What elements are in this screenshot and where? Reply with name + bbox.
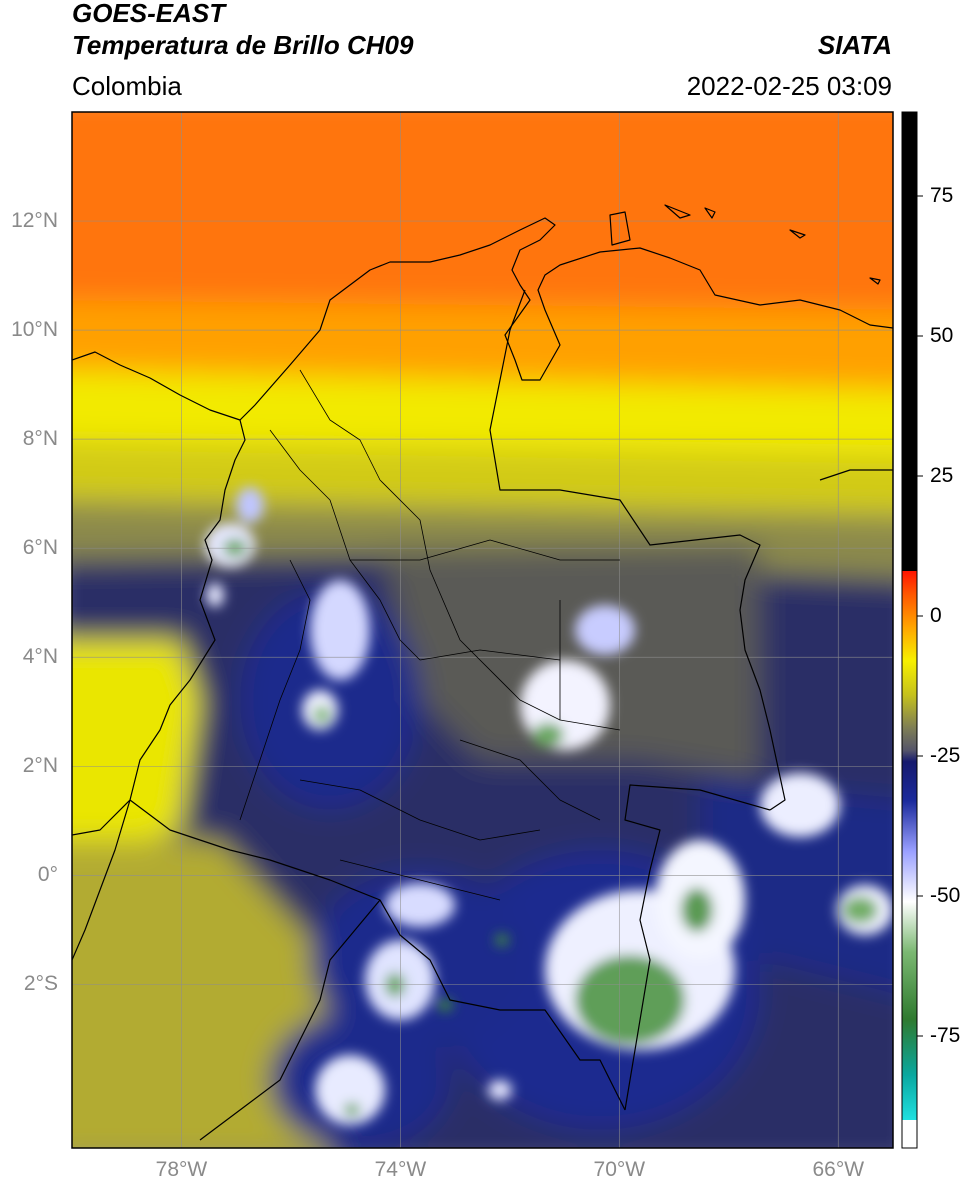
lon-label-1: 74°W	[374, 1158, 427, 1181]
lat-label-0: 12°N	[11, 209, 58, 233]
islands	[609, 204, 881, 285]
colorbar	[901, 111, 923, 1149]
lat-label-6: 0°	[37, 863, 58, 887]
lon-label-2: 70°W	[593, 1158, 646, 1181]
colorbar-label-5: -50	[930, 884, 961, 907]
colorbar-ticks	[917, 195, 923, 1037]
border-colombia-brazil	[624, 784, 771, 1111]
colorbar-label-1: 50	[930, 324, 954, 347]
lon-label-0: 78°W	[155, 1158, 208, 1181]
brand-label: SIATA	[817, 30, 892, 60]
product-title: Temperatura de Brillo CH09	[72, 30, 414, 60]
region-label: Colombia	[72, 71, 182, 101]
coastline-ecuador	[72, 799, 131, 961]
colorbar-label-0: 75	[930, 184, 954, 207]
colorbar-label-2: 25	[930, 464, 954, 487]
borders	[72, 204, 893, 1141]
colorbar-bar	[901, 111, 918, 1149]
lat-label-3: 6°N	[22, 536, 58, 560]
border-venezuela-guyana	[819, 469, 893, 481]
border-colombia-venezuela	[489, 289, 786, 811]
lat-label-1: 10°N	[11, 318, 58, 342]
coastline-caribbean	[72, 217, 893, 421]
brightness-temperature-field	[72, 112, 893, 1148]
colorbar-label-3: 0	[930, 604, 942, 627]
lat-label-2: 8°N	[22, 427, 58, 451]
gridlines	[72, 112, 893, 1148]
lat-label-7: 2°S	[23, 972, 58, 996]
border-colombia-peru-ecuador	[129, 799, 626, 1111]
colorbar-label-6: -75	[930, 1024, 961, 1047]
lon-label-3: 66°W	[812, 1158, 865, 1181]
satellite-title: GOES-EAST	[72, 0, 226, 28]
department-borders	[239, 369, 621, 901]
map-frame	[71, 111, 894, 1149]
border-peru-ecuador	[199, 899, 381, 1141]
coastline-pacific	[72, 419, 246, 836]
datetime-label: 2022-02-25 03:09	[686, 71, 892, 101]
lat-label-5: 2°N	[22, 754, 58, 778]
colorbar-label-4: -25	[930, 744, 961, 767]
lat-label-4: 4°N	[22, 645, 58, 669]
